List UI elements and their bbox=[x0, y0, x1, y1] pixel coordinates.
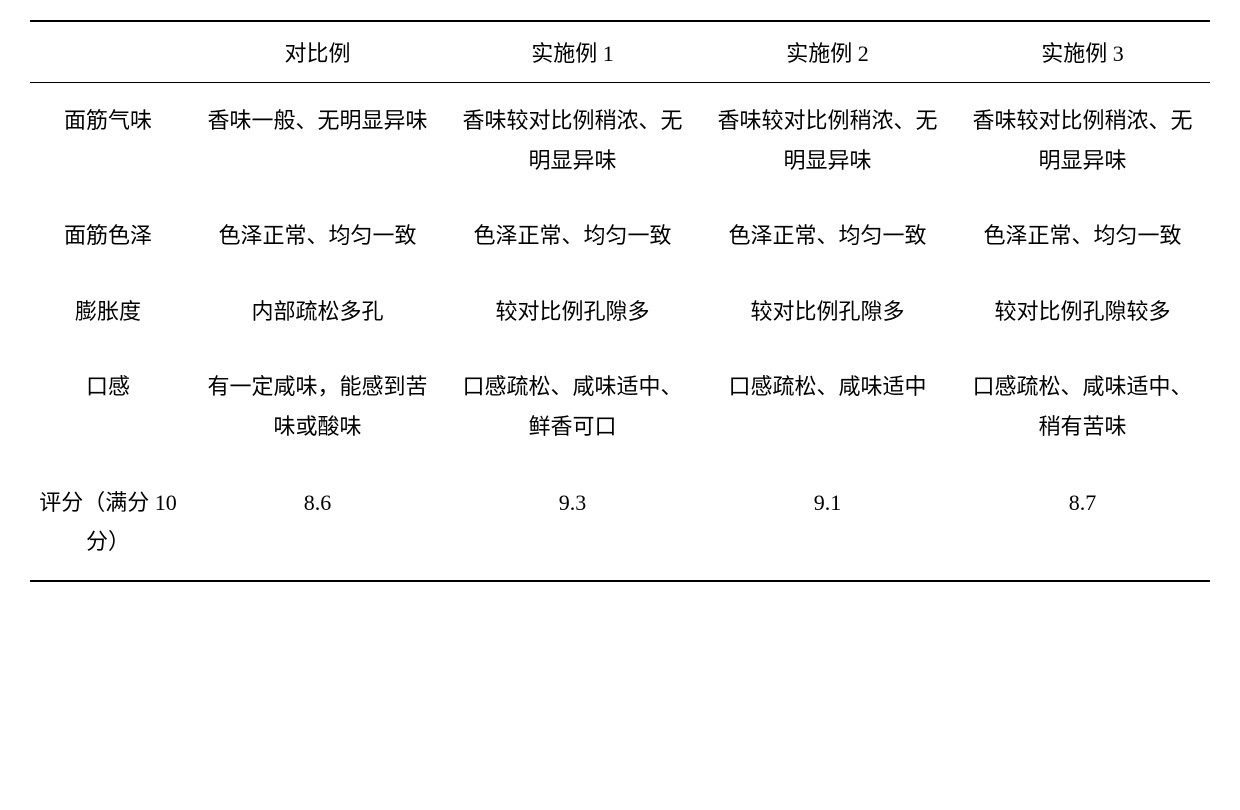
cell: 色泽正常、均匀一致 bbox=[955, 198, 1210, 274]
table-row: 膨胀度 内部疏松多孔 较对比例孔隙多 较对比例孔隙多 较对比例孔隙较多 bbox=[30, 274, 1210, 350]
cell: 口感疏松、咸味适中、鲜香可口 bbox=[445, 349, 700, 464]
row-label-smell: 面筋气味 bbox=[30, 83, 190, 199]
cell: 色泽正常、均匀一致 bbox=[445, 198, 700, 274]
table-row: 面筋气味 香味一般、无明显异味 香味较对比例稍浓、无明显异味 香味较对比例稍浓、… bbox=[30, 83, 1210, 199]
comparison-table: 对比例 实施例 1 实施例 2 实施例 3 面筋气味 香味一般、无明显异味 香味… bbox=[30, 20, 1210, 582]
header-cell-control: 对比例 bbox=[190, 21, 445, 83]
cell: 色泽正常、均匀一致 bbox=[700, 198, 955, 274]
header-cell-example2: 实施例 2 bbox=[700, 21, 955, 83]
cell: 9.1 bbox=[700, 465, 955, 581]
cell: 口感疏松、咸味适中、稍有苦味 bbox=[955, 349, 1210, 464]
row-label-score: 评分（满分 10 分） bbox=[30, 465, 190, 581]
header-cell-example3: 实施例 3 bbox=[955, 21, 1210, 83]
row-label-expansion: 膨胀度 bbox=[30, 274, 190, 350]
table-header: 对比例 实施例 1 实施例 2 实施例 3 bbox=[30, 21, 1210, 83]
header-cell-empty bbox=[30, 21, 190, 83]
cell: 9.3 bbox=[445, 465, 700, 581]
table-row: 评分（满分 10 分） 8.6 9.3 9.1 8.7 bbox=[30, 465, 1210, 581]
cell: 色泽正常、均匀一致 bbox=[190, 198, 445, 274]
cell: 较对比例孔隙多 bbox=[700, 274, 955, 350]
cell: 较对比例孔隙多 bbox=[445, 274, 700, 350]
cell: 香味较对比例稍浓、无明显异味 bbox=[700, 83, 955, 199]
cell: 有一定咸味，能感到苦味或酸味 bbox=[190, 349, 445, 464]
header-row: 对比例 实施例 1 实施例 2 实施例 3 bbox=[30, 21, 1210, 83]
cell: 内部疏松多孔 bbox=[190, 274, 445, 350]
row-label-taste: 口感 bbox=[30, 349, 190, 464]
cell: 口感疏松、咸味适中 bbox=[700, 349, 955, 464]
cell: 香味一般、无明显异味 bbox=[190, 83, 445, 199]
cell: 8.6 bbox=[190, 465, 445, 581]
row-label-color: 面筋色泽 bbox=[30, 198, 190, 274]
cell: 香味较对比例稍浓、无明显异味 bbox=[955, 83, 1210, 199]
cell: 较对比例孔隙较多 bbox=[955, 274, 1210, 350]
table-body: 面筋气味 香味一般、无明显异味 香味较对比例稍浓、无明显异味 香味较对比例稍浓、… bbox=[30, 83, 1210, 581]
cell: 8.7 bbox=[955, 465, 1210, 581]
cell: 香味较对比例稍浓、无明显异味 bbox=[445, 83, 700, 199]
table-row: 面筋色泽 色泽正常、均匀一致 色泽正常、均匀一致 色泽正常、均匀一致 色泽正常、… bbox=[30, 198, 1210, 274]
table-row: 口感 有一定咸味，能感到苦味或酸味 口感疏松、咸味适中、鲜香可口 口感疏松、咸味… bbox=[30, 349, 1210, 464]
header-cell-example1: 实施例 1 bbox=[445, 21, 700, 83]
